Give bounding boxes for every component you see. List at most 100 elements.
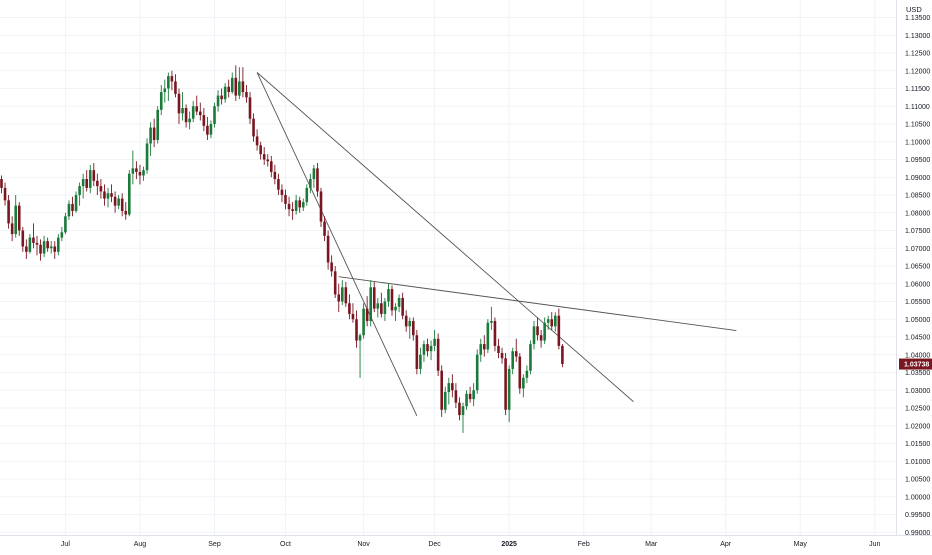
time-axis[interactable]: Jul Aug Sep Oct Nov Dec 2025 Feb Mar Apr May Jun — [61, 541, 881, 548]
candle-body-up — [67, 203, 71, 217]
candle — [14, 195, 17, 238]
candle — [10, 216, 14, 242]
candle — [415, 329, 419, 375]
candle — [316, 163, 319, 197]
candle — [49, 241, 53, 254]
candle-body-down — [227, 86, 230, 93]
candle-body-up — [142, 170, 145, 176]
candle-body-up — [475, 354, 479, 391]
candle — [493, 317, 497, 352]
candle-body-up — [490, 321, 493, 323]
candle-body-up — [341, 287, 344, 302]
candle — [554, 312, 557, 332]
candle — [85, 170, 88, 192]
candle — [216, 90, 220, 112]
candle — [270, 155, 273, 178]
candle-body-down — [99, 186, 103, 192]
candle — [312, 164, 316, 188]
candle-body-down — [85, 179, 88, 188]
candle-body-up — [167, 76, 170, 89]
candle-body-up — [511, 351, 514, 369]
candle-body-down — [202, 115, 206, 126]
candle-body-down — [326, 235, 330, 263]
trendline[interactable] — [338, 276, 737, 332]
candle — [181, 92, 184, 121]
candle-body-down — [412, 321, 415, 336]
candle — [81, 173, 85, 199]
candle — [230, 72, 234, 94]
candle-body-up — [447, 383, 451, 393]
candle-body-down — [174, 81, 177, 94]
candle — [287, 196, 291, 217]
price-tick-label: 1.00000 — [905, 494, 930, 501]
candle — [468, 386, 472, 403]
candle-body-down — [330, 262, 333, 272]
time-tick-label: Nov — [357, 541, 370, 548]
candle-body-up — [145, 143, 149, 171]
candle-body-down — [355, 319, 358, 341]
candle — [490, 306, 493, 330]
candle-body-up — [394, 306, 397, 311]
candle-body-down — [252, 118, 255, 137]
candle — [71, 196, 74, 217]
candle-body-up — [419, 354, 422, 369]
candle-body-up — [397, 297, 401, 307]
candle-body-down — [245, 92, 248, 98]
candle — [372, 281, 376, 313]
trendline[interactable] — [256, 72, 418, 416]
candle-body-down — [536, 326, 539, 336]
price-tick-label: 1.04500 — [905, 335, 930, 342]
candle-body-up — [461, 406, 465, 416]
candle-body-down — [426, 344, 429, 352]
candle — [298, 196, 301, 213]
price-tick-label: 1.07000 — [905, 246, 930, 253]
candle-body-up — [159, 92, 163, 110]
candle — [3, 182, 7, 206]
price-axis[interactable]: 1.13500 1.13000 1.12500 1.12000 1.11500 1.110… — [905, 15, 930, 537]
candle — [96, 173, 99, 195]
candle-body-up — [223, 86, 227, 100]
candle — [358, 333, 362, 378]
candle-body-down — [404, 315, 408, 327]
candle-body-up — [117, 198, 120, 206]
candle — [443, 386, 447, 414]
candle — [486, 319, 490, 353]
price-tick-label: 1.01500 — [905, 441, 930, 448]
candle-body-down — [351, 313, 355, 320]
candle-body-up — [543, 322, 546, 341]
candle-body-down — [135, 168, 138, 172]
trendline[interactable] — [256, 72, 634, 402]
candle — [128, 170, 131, 217]
candle-body-up — [156, 109, 159, 140]
candle — [355, 310, 358, 348]
candle-body-up — [216, 95, 220, 107]
time-tick-label: 2025 — [501, 541, 517, 548]
candle-body-up — [443, 392, 447, 410]
candle — [213, 102, 216, 128]
candle-body-down — [333, 271, 337, 295]
candle-body-down — [287, 203, 291, 210]
candle — [433, 329, 436, 352]
candle-body-up — [57, 237, 60, 252]
candle — [546, 315, 550, 330]
candle-body-down — [468, 393, 472, 400]
candle-body-down — [234, 77, 238, 96]
candle — [159, 84, 163, 116]
candle — [475, 349, 479, 394]
candle-body-up — [42, 241, 46, 254]
candle-body-down — [277, 179, 280, 190]
candle — [401, 292, 404, 320]
candle — [220, 88, 223, 105]
candle-body-down — [561, 345, 564, 364]
candle-body-up — [294, 200, 298, 211]
candle — [383, 297, 387, 322]
candle — [135, 161, 138, 180]
candle — [21, 226, 25, 252]
candle — [376, 297, 380, 318]
candle-body-down — [0, 179, 3, 188]
candle-body-down — [291, 209, 294, 211]
candle — [234, 65, 238, 101]
candle-body-down — [113, 196, 117, 206]
